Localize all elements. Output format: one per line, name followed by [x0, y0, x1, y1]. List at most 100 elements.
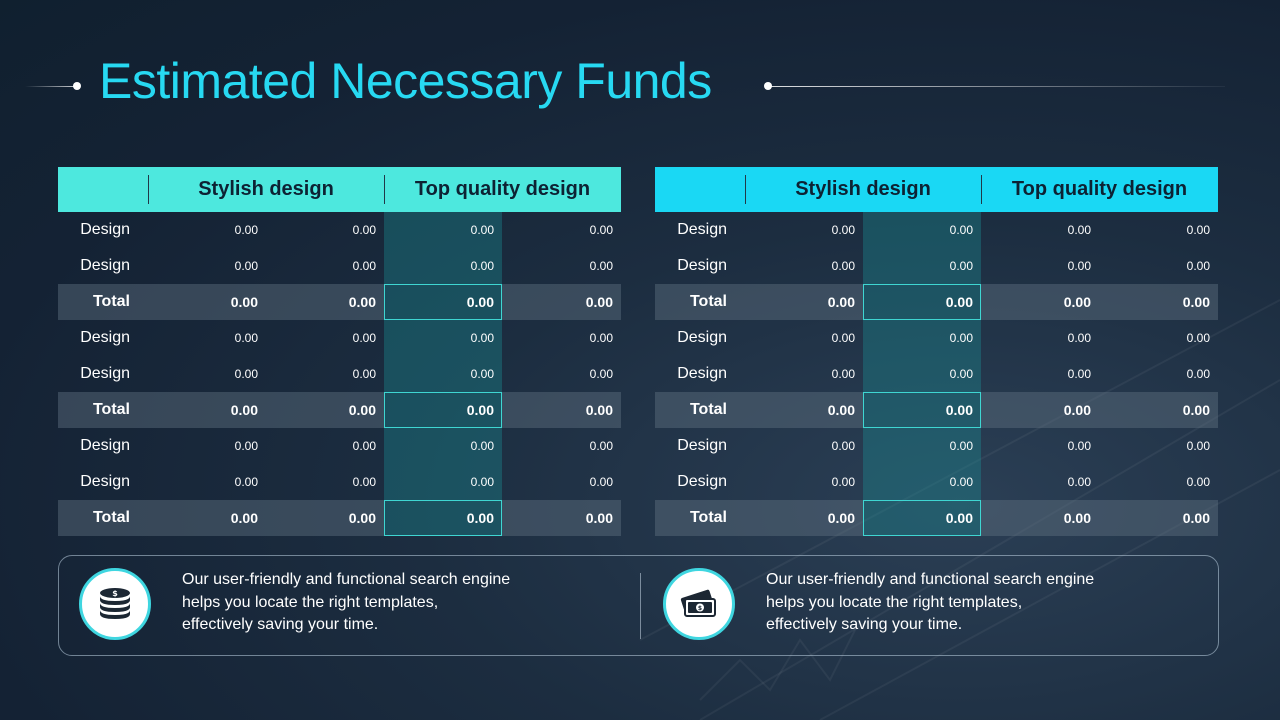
cell-value: 0.00: [589, 223, 613, 237]
info-text-left: Our user-friendly and functional search …: [182, 571, 511, 633]
cash-banknote-icon: $: [663, 568, 735, 640]
cell-value: 0.00: [981, 500, 1099, 536]
cell-value: 0.00: [384, 284, 502, 320]
cell-value: 0.00: [831, 223, 855, 237]
cell-value: 0.00: [863, 500, 981, 536]
cell-value: 0.00: [384, 248, 502, 284]
cell-value: 0.00: [1186, 367, 1210, 381]
cell-value: 0.00: [863, 392, 981, 428]
cell-value: 0.00: [148, 392, 266, 428]
page-title: Estimated Necessary Funds: [99, 53, 712, 109]
table-total-row: Total 0.00 0.00 0.00 0.00: [58, 284, 621, 320]
table-row: Design 0.00 0.00 0.00 0.00: [58, 320, 621, 356]
table-row: Design 0.00 0.00 0.00 0.00: [655, 464, 1218, 500]
title-dot-right: [764, 82, 772, 90]
total-label: Total: [58, 392, 148, 428]
cell-value: 0.00: [234, 223, 258, 237]
cell-value: 0.00: [148, 284, 266, 320]
cell-value: 0.00: [384, 356, 502, 392]
row-label: Design: [80, 473, 130, 490]
cell-value: 0.00: [384, 428, 502, 464]
cell-value: 0.00: [266, 392, 384, 428]
cell-value: 0.00: [745, 284, 863, 320]
cell-value: 0.00: [352, 259, 376, 273]
row-label: Design: [80, 365, 130, 382]
cell-value: 0.00: [384, 212, 502, 248]
svg-text:$: $: [698, 605, 702, 612]
cell-value: 0.00: [502, 392, 621, 428]
cell-value: 0.00: [1186, 475, 1210, 489]
cell-value: 0.00: [1067, 259, 1091, 273]
cell-value: 0.00: [352, 475, 376, 489]
row-label: Design: [80, 221, 130, 238]
table-total-row: Total 0.00 0.00 0.00 0.00: [58, 500, 621, 536]
table-total-row: Total 0.00 0.00 0.00 0.00: [58, 392, 621, 428]
cell-value: 0.00: [863, 356, 981, 392]
info-divider: [640, 573, 641, 639]
header-top-quality-design: Top quality design: [981, 167, 1218, 212]
cell-value: 0.00: [1067, 223, 1091, 237]
cell-value: 0.00: [863, 284, 981, 320]
cell-value: 0.00: [234, 439, 258, 453]
cell-value: 0.00: [863, 428, 981, 464]
cell-value: 0.00: [831, 331, 855, 345]
total-label: Total: [655, 500, 745, 536]
cell-value: 0.00: [831, 475, 855, 489]
cell-value: 0.00: [266, 284, 384, 320]
cell-value: 0.00: [1099, 284, 1218, 320]
cell-value: 0.00: [1186, 259, 1210, 273]
row-label: Design: [80, 329, 130, 346]
header-top-quality-design: Top quality design: [384, 167, 621, 212]
cell-value: 0.00: [234, 259, 258, 273]
cell-value: 0.00: [234, 475, 258, 489]
table-total-row: Total 0.00 0.00 0.00 0.00: [655, 392, 1218, 428]
table-row: Design 0.00 0.00 0.00 0.00: [58, 428, 621, 464]
cell-value: 0.00: [234, 367, 258, 381]
funds-table-left: Stylish design Top quality design Design…: [58, 167, 621, 536]
cell-value: 0.00: [981, 284, 1099, 320]
total-label: Total: [655, 284, 745, 320]
cell-value: 0.00: [1186, 223, 1210, 237]
table-row: Design 0.00 0.00 0.00 0.00: [655, 356, 1218, 392]
cell-value: 0.00: [352, 439, 376, 453]
cell-value: 0.00: [589, 475, 613, 489]
cell-value: 0.00: [589, 367, 613, 381]
table-row: Design 0.00 0.00 0.00 0.00: [58, 356, 621, 392]
total-label: Total: [58, 284, 148, 320]
cell-value: 0.00: [589, 331, 613, 345]
row-label: Design: [677, 365, 727, 382]
table-total-row: Total 0.00 0.00 0.00 0.00: [655, 500, 1218, 536]
title-line-left: [25, 86, 77, 87]
cell-value: 0.00: [384, 500, 502, 536]
cell-value: 0.00: [1186, 331, 1210, 345]
title-line-right: [770, 86, 1225, 87]
header-stylish-design: Stylish design: [148, 167, 384, 212]
cell-value: 0.00: [1067, 475, 1091, 489]
cell-value: 0.00: [1186, 439, 1210, 453]
header-stylish-design: Stylish design: [745, 167, 981, 212]
svg-text:$: $: [112, 589, 118, 598]
cell-value: 0.00: [863, 464, 981, 500]
funds-table-right: Stylish design Top quality design Design…: [655, 167, 1218, 536]
cell-value: 0.00: [148, 500, 266, 536]
cell-value: 0.00: [1067, 367, 1091, 381]
cell-value: 0.00: [831, 259, 855, 273]
table-row: Design 0.00 0.00 0.00 0.00: [58, 212, 621, 248]
cell-value: 0.00: [745, 500, 863, 536]
cell-value: 0.00: [1067, 331, 1091, 345]
row-label: Design: [677, 221, 727, 238]
cell-value: 0.00: [1099, 500, 1218, 536]
cell-value: 0.00: [352, 223, 376, 237]
cell-value: 0.00: [352, 331, 376, 345]
table-row: Design 0.00 0.00 0.00 0.00: [58, 248, 621, 284]
cell-value: 0.00: [384, 392, 502, 428]
cell-value: 0.00: [863, 248, 981, 284]
row-label: Design: [677, 437, 727, 454]
cell-value: 0.00: [384, 320, 502, 356]
cell-value: 0.00: [502, 500, 621, 536]
row-label: Design: [677, 473, 727, 490]
row-label: Design: [80, 257, 130, 274]
cell-value: 0.00: [1067, 439, 1091, 453]
header-corner: [58, 167, 148, 212]
header-corner: [655, 167, 745, 212]
